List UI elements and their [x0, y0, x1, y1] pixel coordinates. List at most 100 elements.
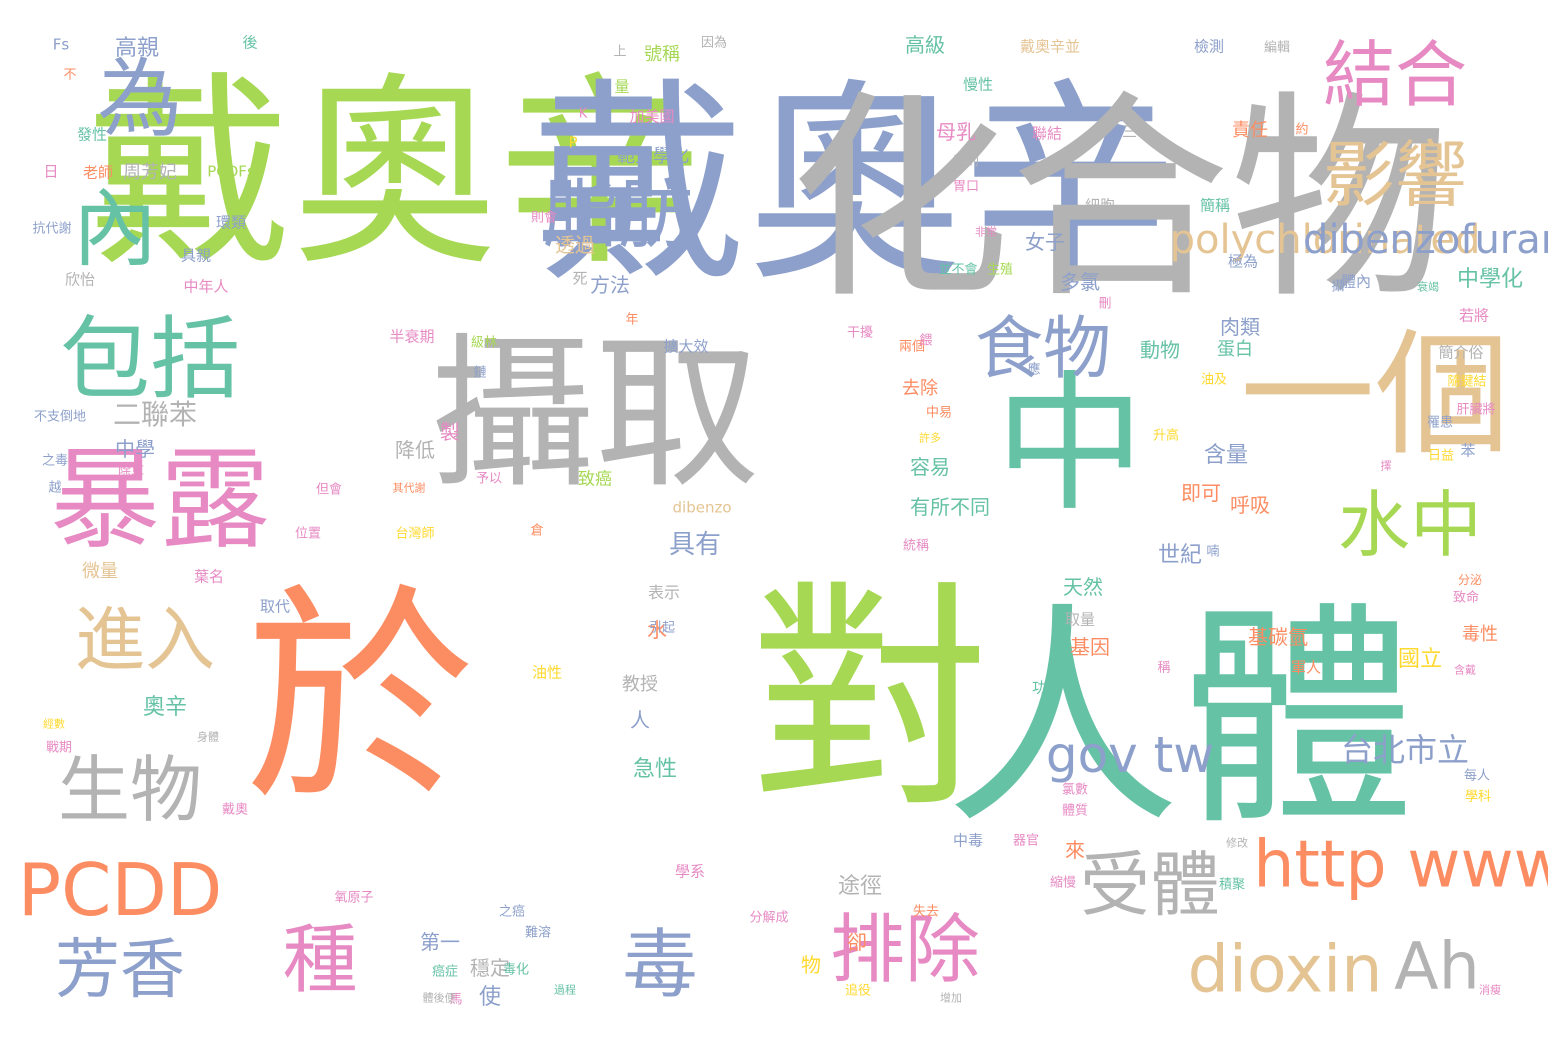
cloud-word: 水 [647, 618, 667, 642]
cloud-word: 癌症 [431, 964, 459, 980]
cloud-word: PCDD [17, 848, 223, 932]
cloud-word: 許多 [919, 431, 941, 445]
cloud-word: 約 [1295, 122, 1309, 138]
cloud-word: 檢測 [1193, 37, 1225, 56]
cloud-word: 容易 [910, 455, 950, 479]
cloud-word: 戴奧辛並 [1019, 37, 1081, 56]
cloud-word: 微量 [82, 561, 118, 582]
cloud-word: 取量 [1064, 610, 1096, 629]
cloud-word: 肝臟將 [1456, 402, 1496, 418]
cloud-word: 油性 [531, 663, 563, 682]
cloud-word: 予以 [475, 471, 503, 487]
cloud-word: 中年人 [183, 277, 229, 296]
cloud-word: 環類 [215, 213, 247, 232]
cloud-word: 種 [282, 915, 358, 1004]
cloud-word: 攝取 [430, 318, 760, 511]
cloud-word: 之癌 [498, 904, 526, 920]
cloud-word: 因為 [700, 35, 728, 51]
cloud-word: 失去 [912, 904, 940, 920]
cloud-word: 消瘦 [1479, 983, 1501, 997]
cloud-word: 升高 [1152, 428, 1180, 444]
cloud-word: 受體 [1080, 844, 1220, 926]
cloud-word: 去除 [902, 378, 938, 399]
cloud-word: 中學化 [1456, 267, 1524, 292]
cloud-word: 增加 [940, 991, 962, 1005]
cloud-word: 葉名 [193, 567, 225, 586]
cloud-word: 責任 [1232, 120, 1268, 141]
cloud-word: 高親 [114, 36, 160, 61]
cloud-word: 卻 [847, 930, 867, 954]
cloud-word: 母乳 [936, 120, 976, 144]
cloud-word: 稱 [1157, 660, 1171, 676]
cloud-word: 器官 [1012, 833, 1040, 849]
cloud-word: 穩定 [470, 956, 510, 980]
cloud-word: 三年 [1121, 122, 1153, 141]
cloud-word: 台北市立 [1340, 731, 1470, 769]
cloud-word: 不 [63, 67, 77, 83]
cloud-word: 戴奧辛 [87, 55, 703, 294]
cloud-word: 位置 [294, 526, 322, 542]
cloud-word: 氯數 [1061, 782, 1089, 798]
cloud-word: dibenzofurans [1303, 217, 1548, 263]
cloud-word: 發性 [76, 125, 108, 144]
cloud-word: 急性 [632, 757, 678, 782]
cloud-word: 油及 [1200, 372, 1228, 388]
cloud-word: 應 [1027, 362, 1041, 378]
cloud-word: 製 [440, 420, 460, 444]
cloud-word: 毒 [622, 920, 698, 1009]
cloud-word: 暴露 [50, 436, 270, 564]
cloud-word: 干擾 [846, 325, 874, 341]
cloud-word: 學科 [1464, 789, 1492, 805]
cloud-word: 縮慢 [1049, 875, 1077, 891]
cloud-word: 動物 [1140, 338, 1180, 362]
cloud-word: 中易 [925, 405, 953, 421]
cloud-word: 台灣師 [395, 526, 435, 542]
cloud-word: 包括 [60, 307, 240, 412]
cloud-word: 表示 [647, 583, 681, 602]
cloud-word: dioxin [1187, 932, 1383, 1008]
cloud-word: 統稱 [902, 538, 930, 554]
cloud-word: 化合物 [789, 72, 1451, 328]
cloud-word: 人 [630, 708, 650, 732]
cloud-word: 後 [242, 33, 258, 52]
cloud-word: 中 [994, 358, 1146, 532]
cloud-word: 影響 [1322, 133, 1468, 217]
cloud-word: 蛋白 [1217, 339, 1253, 360]
cloud-word: 方法 [590, 273, 630, 297]
cloud-word: 越 [48, 480, 62, 496]
cloud-word: 學系 [674, 862, 706, 881]
cloud-word: 抗代謝 [32, 221, 72, 237]
cloud-word: 含量 [1203, 443, 1249, 468]
cloud-word: 世紀 [1157, 543, 1203, 568]
cloud-word: 戰期 [45, 740, 73, 756]
cloud-word: 人體 [945, 583, 1415, 857]
cloud-word: 途徑 [837, 874, 883, 899]
cloud-word: 取代 [259, 597, 291, 616]
cloud-word: 倉 [530, 523, 544, 539]
cloud-word: 日益 [1427, 448, 1455, 464]
cloud-word: 兩個 [898, 339, 926, 355]
cloud-word: 教授 [622, 674, 658, 695]
cloud-word: 物 [801, 953, 821, 977]
cloud-word: 其代謝 [392, 481, 426, 495]
cloud-word: 降低 [395, 438, 435, 462]
cloud-word: 生殖 [986, 262, 1014, 278]
cloud-word: 級林 [470, 335, 498, 351]
cloud-word: 戴奧辛 [532, 59, 1178, 311]
cloud-word: K [578, 106, 588, 122]
cloud-word: 周芳妃 [123, 162, 177, 183]
cloud-word: gov tw [1045, 726, 1215, 784]
cloud-word: 女子 [1025, 230, 1065, 254]
cloud-word: 慢性 [962, 75, 994, 94]
cloud-word: 餵 [919, 333, 933, 349]
cloud-word: 範大學化 [617, 146, 689, 167]
cloud-word: 使 [478, 985, 502, 1010]
cloud-word: 胃口 [952, 179, 980, 195]
cloud-word: 體內 [1340, 272, 1372, 291]
cloud-word: 身體 [197, 730, 219, 744]
cloud-word: 經數 [43, 717, 65, 731]
cloud-word: 衰竭 [1417, 280, 1439, 294]
cloud-word: 基因 [1070, 635, 1110, 659]
cloud-word: 簡稱 [1199, 196, 1231, 215]
cloud-word: 欣怡 [64, 270, 96, 289]
